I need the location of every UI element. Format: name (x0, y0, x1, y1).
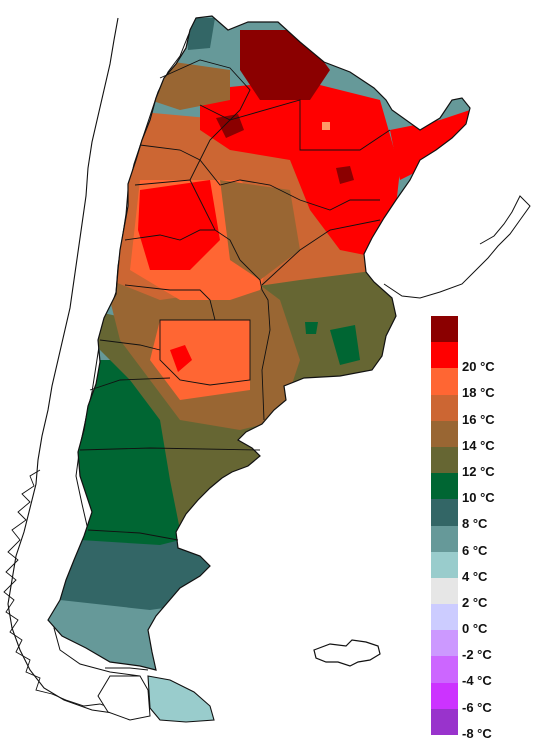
legend-row: -6 °C (431, 682, 535, 715)
legend-swatch (431, 708, 458, 735)
legend-swatch (431, 316, 458, 343)
legend-row (431, 316, 535, 343)
legend-swatch (431, 604, 458, 631)
legend-swatch (431, 446, 458, 474)
legend-swatch (431, 630, 458, 657)
legend-row: 16 °C (431, 394, 535, 427)
tierra-del-fuego-west (97, 675, 151, 721)
legend-row: 0 °C (431, 604, 535, 636)
legend-swatch (431, 342, 458, 369)
legend-label: 4 °C (462, 568, 488, 584)
legend-row: 8 °C (431, 499, 535, 531)
legend-swatch (431, 394, 458, 421)
legend-label: -8 °C (462, 725, 492, 741)
legend-label: -4 °C (462, 673, 492, 689)
legend-row: 4 °C (431, 551, 535, 584)
uruguay-coast (383, 195, 531, 299)
legend-row: -8 °C (431, 708, 535, 741)
legend-swatch (431, 525, 458, 552)
legend-row: 2 °C (431, 577, 535, 610)
province-boundaries (79, 59, 391, 671)
legend-swatch (431, 656, 458, 683)
chile-coast (7, 17, 151, 717)
legend-label: 6 °C (462, 542, 488, 558)
legend-label: 18 °C (462, 385, 495, 401)
legend-swatch (431, 499, 458, 526)
legend-swatch (431, 473, 458, 500)
archipelago-fringe (3, 469, 117, 711)
argentina-outline (47, 15, 471, 671)
legend-swatch (431, 682, 458, 709)
legend-row: 14 °C (431, 420, 535, 453)
legend-swatch (431, 368, 458, 395)
legend-label: 10 °C (462, 490, 495, 506)
legend-swatch (431, 551, 458, 578)
legend-label: 20 °C (462, 359, 495, 375)
tierra-del-fuego (147, 675, 215, 723)
legend-label: 8 °C (462, 516, 488, 532)
legend-row: 18 °C (431, 368, 535, 400)
legend-row: -2 °C (431, 630, 535, 662)
legend-label: -6 °C (462, 699, 492, 715)
legend-row: 12 °C (431, 446, 535, 479)
legend-swatch (431, 577, 458, 605)
legend-label: -2 °C (462, 647, 492, 663)
temperature-legend: 20 °C 18 °C 16 °C 14 °C 12 °C 10 °C 8 °C 6 °C 4 … (431, 316, 535, 741)
legend-label: 16 °C (462, 411, 495, 427)
legend-row: 6 °C (431, 525, 535, 558)
legend-row: 10 °C (431, 473, 535, 505)
legend-label: 2 °C (462, 594, 488, 610)
legend-label: 0 °C (462, 621, 488, 637)
legend-label: 12 °C (462, 463, 495, 479)
legend-row: -4 °C (431, 656, 535, 688)
legend-swatch (431, 420, 458, 447)
falkland-islands (313, 639, 381, 667)
legend-label: 14 °C (462, 437, 495, 453)
legend-row: 20 °C (431, 342, 535, 374)
